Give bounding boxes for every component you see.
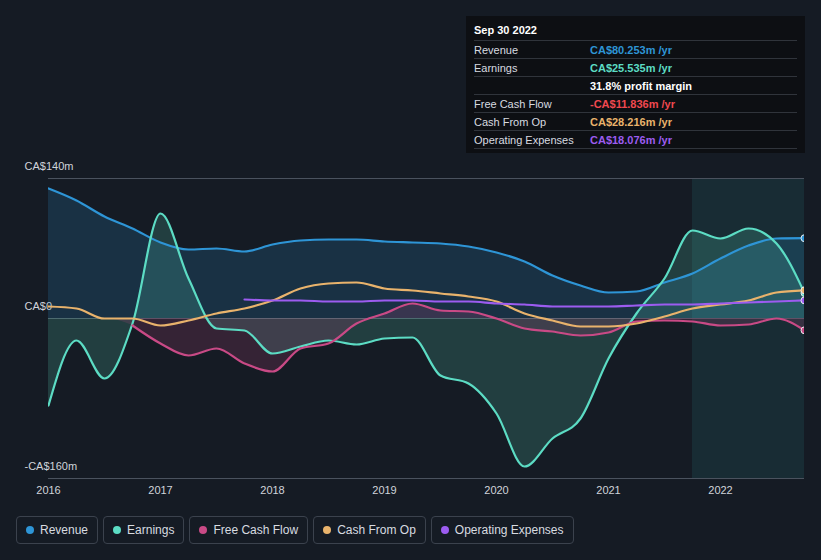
html-text:Sep 30 2022: Sep 30 2022 [474, 24, 537, 36]
html-text:31.8% profit margin: 31.8% profit margin [590, 79, 693, 92]
html-text:Free Cash Flow: Free Cash Flow [213, 523, 299, 537]
svg-text:2018: 2018 [260, 484, 284, 496]
html-text:Free Cash Flow: Free Cash Flow [474, 97, 552, 110]
svg-text:2016: 2016 [36, 484, 60, 496]
html-text:Cash From Op: Cash From Op [474, 115, 547, 128]
html-text:Operating Expenses: Operating Expenses [474, 133, 574, 146]
html-text:Revenue: Revenue [40, 523, 88, 537]
svg-text:2022: 2022 [708, 484, 732, 496]
svg-text:2019: 2019 [372, 484, 396, 496]
svg-text:2021: 2021 [596, 484, 620, 496]
html-text:CA$18.076m /yr: CA$18.076m /yr [590, 133, 672, 146]
html-text:Earnings: Earnings [127, 523, 175, 537]
html-text:-CA$11.836m /yr: -CA$11.836m /yr [590, 97, 675, 110]
html-text:Earnings: Earnings [474, 61, 518, 74]
html-text:CA$28.216m /yr: CA$28.216m /yr [590, 115, 672, 128]
html-text:Operating Expenses: Operating Expenses [454, 523, 564, 537]
html-text:CA$80.253m /yr: CA$80.253m /yr [590, 43, 672, 56]
svg-text:CA$140m: CA$140m [25, 160, 74, 172]
html-text:Revenue: Revenue [474, 43, 518, 56]
html-text:CA$25.535m /yr: CA$25.535m /yr [590, 61, 672, 74]
svg-text:2020: 2020 [484, 484, 508, 496]
svg-text:-CA$160m: -CA$160m [25, 460, 78, 472]
svg-text:CA$0: CA$0 [25, 300, 53, 312]
html-text:Cash From Op: Cash From Op [337, 523, 416, 537]
svg-text:2017: 2017 [148, 484, 172, 496]
